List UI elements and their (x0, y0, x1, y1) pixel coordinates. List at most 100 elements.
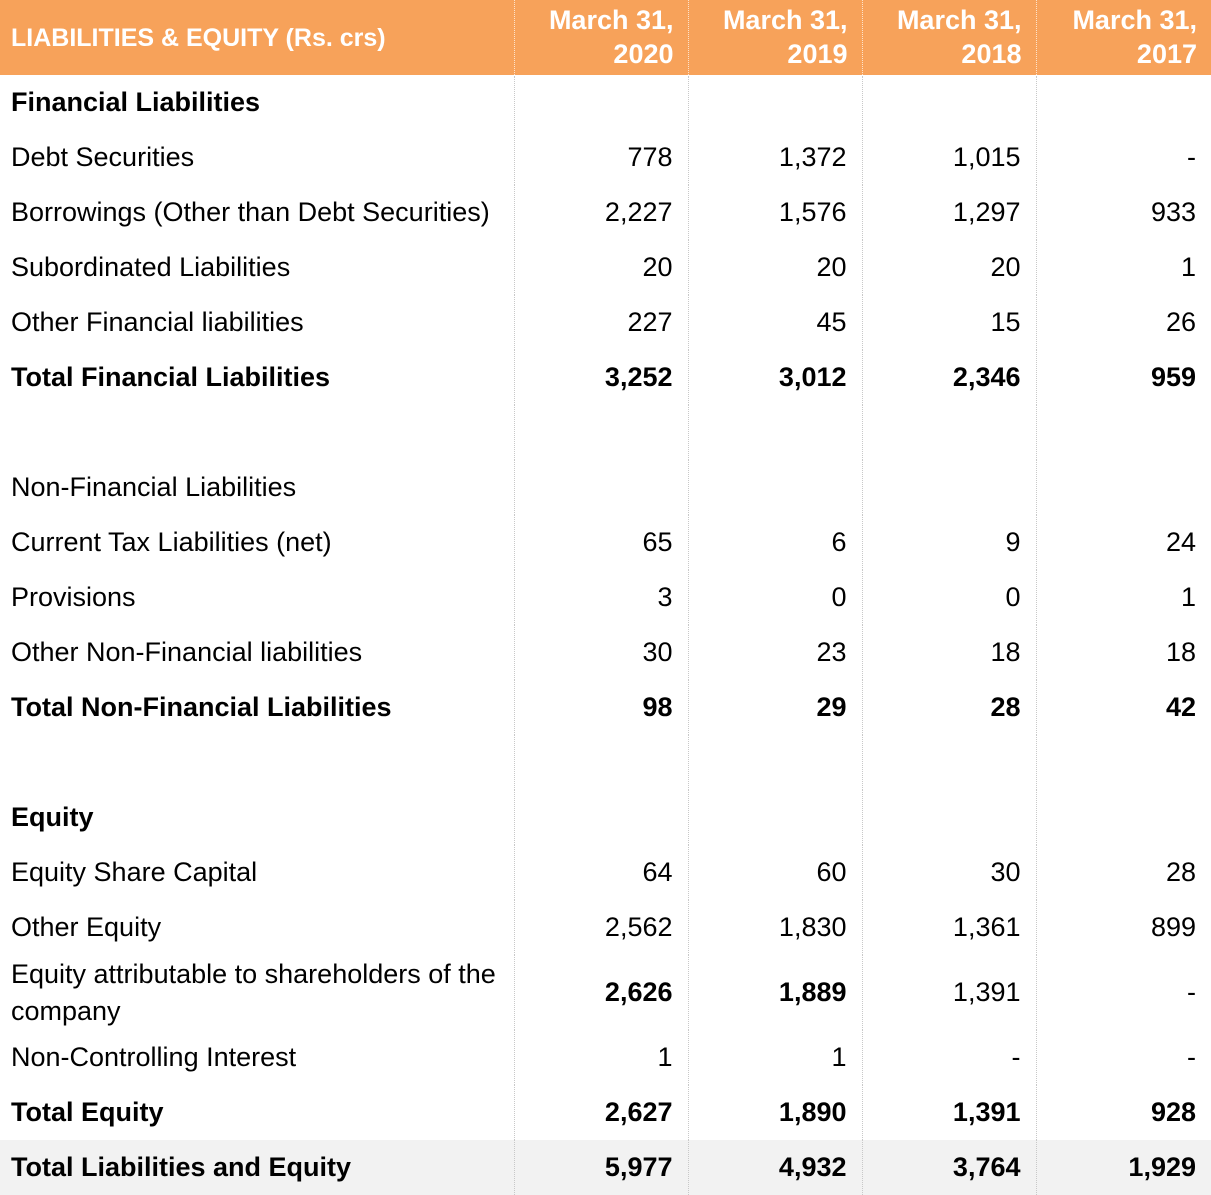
value-2020 (513, 75, 688, 130)
header-year-2017: March 31, 2017 (1035, 0, 1211, 76)
value-2017 (1035, 735, 1211, 790)
value-2019: 1,889 (687, 955, 862, 1030)
value-2019: 23 (687, 625, 862, 680)
total-row-financial-liabilities: Total Financial Liabilities 3,252 3,012 … (0, 350, 1211, 405)
value-2017: 1,929 (1035, 1140, 1211, 1195)
value-2017 (1035, 790, 1211, 845)
row-label: Equity Share Capital (11, 857, 258, 887)
grand-total-row: Total Liabilities and Equity 5,977 4,932… (0, 1140, 1211, 1195)
table-row: Provisions 3 0 0 1 (0, 570, 1211, 625)
value-2019: 29 (687, 680, 862, 735)
value-2018 (861, 405, 1036, 460)
value-2018: 15 (861, 295, 1036, 350)
table-row: Borrowings (Other than Debt Securities) … (0, 185, 1211, 240)
header-label: LIABILITIES & EQUITY (Rs. crs) (0, 0, 514, 76)
value-2017 (1035, 460, 1211, 515)
value-2020: 65 (513, 515, 688, 570)
value-2017: 26 (1035, 295, 1211, 350)
value-2019: 1,576 (687, 185, 862, 240)
row-label (0, 405, 514, 460)
row-label: Provisions (11, 582, 136, 612)
table-row: Subordinated Liabilities 20 20 20 1 (0, 240, 1211, 295)
value-2019: 1 (687, 1030, 862, 1085)
value-2020 (513, 405, 688, 460)
value-2020: 778 (513, 130, 688, 185)
value-2020: 98 (513, 680, 688, 735)
total-row-non-financial-liabilities: Total Non-Financial Liabilities 98 29 28… (0, 680, 1211, 735)
value-2017: 28 (1035, 845, 1211, 900)
value-2019 (687, 460, 862, 515)
value-2019 (687, 75, 862, 130)
row-label: Total Non-Financial Liabilities (11, 692, 392, 722)
value-2018 (861, 735, 1036, 790)
value-2020 (513, 460, 688, 515)
value-2020: 1 (513, 1030, 688, 1085)
table-row: Other Financial liabilities 227 45 15 26 (0, 295, 1211, 350)
row-label: Total Financial Liabilities (11, 362, 331, 392)
value-2020 (513, 790, 688, 845)
value-2018: 30 (861, 845, 1036, 900)
value-2018: 28 (861, 680, 1036, 735)
value-2019 (687, 790, 862, 845)
row-label: Current Tax Liabilities (net) (11, 527, 332, 557)
value-2020: 64 (513, 845, 688, 900)
row-label (0, 735, 514, 790)
value-2018: 18 (861, 625, 1036, 680)
row-label: Debt Securities (11, 142, 195, 172)
value-2019: 6 (687, 515, 862, 570)
value-2019: 1,890 (687, 1085, 862, 1140)
value-2018: 20 (861, 240, 1036, 295)
value-2017: 928 (1035, 1085, 1211, 1140)
value-2018: 9 (861, 515, 1036, 570)
spacer-row (0, 405, 1211, 460)
value-2018: 3,764 (861, 1140, 1036, 1195)
value-2018: 1,361 (861, 900, 1036, 955)
row-label: Subordinated Liabilities (11, 252, 291, 282)
value-2017: 24 (1035, 515, 1211, 570)
value-2017: 1 (1035, 240, 1211, 295)
value-2020: 227 (513, 295, 688, 350)
value-2018 (861, 75, 1036, 130)
row-label: Total Liabilities and Equity (0, 1140, 514, 1195)
value-2019: 45 (687, 295, 862, 350)
value-2018: 1,297 (861, 185, 1036, 240)
value-2020: 3 (513, 570, 688, 625)
row-label: Equity (11, 802, 94, 832)
value-2017: - (1035, 1030, 1211, 1085)
section-heading-financial-liabilities: Financial Liabilities (0, 75, 1211, 130)
row-label: Total Equity (11, 1097, 164, 1127)
section-heading-equity: Equity (0, 790, 1211, 845)
value-2017: - (1035, 955, 1211, 1030)
value-2018: 0 (861, 570, 1036, 625)
header-year-2020: March 31, 2020 (513, 0, 688, 76)
value-2018: - (861, 1030, 1036, 1085)
value-2017 (1035, 75, 1211, 130)
value-2018: 2,346 (861, 350, 1036, 405)
value-2019: 1,830 (687, 900, 862, 955)
header-year-2019: March 31, 2019 (687, 0, 862, 76)
row-label: Non-Controlling Interest (11, 1042, 297, 1072)
table-row: Equity attributable to shareholders of t… (0, 955, 1211, 1030)
total-row-equity: Total Equity 2,627 1,890 1,391 928 (0, 1085, 1211, 1140)
value-2020 (513, 735, 688, 790)
value-2017 (1035, 405, 1211, 460)
row-label: Financial Liabilities (11, 87, 261, 118)
value-2017: 18 (1035, 625, 1211, 680)
value-2019 (687, 735, 862, 790)
value-2019: 20 (687, 240, 862, 295)
table-row: Debt Securities 778 1,372 1,015 - (0, 130, 1211, 185)
value-2017: 42 (1035, 680, 1211, 735)
row-label: Equity attributable to shareholders of t… (11, 958, 496, 1026)
row-label: Borrowings (Other than Debt Securities) (11, 197, 490, 227)
row-label: Other Non-Financial liabilities (11, 637, 363, 667)
value-2020: 30 (513, 625, 688, 680)
value-2019: 3,012 (687, 350, 862, 405)
table-row: Non-Controlling Interest 1 1 - - (0, 1030, 1211, 1085)
value-2018: 1,391 (861, 1085, 1036, 1140)
table-row: Other Non-Financial liabilities 30 23 18… (0, 625, 1211, 680)
table-row: Other Equity 2,562 1,830 1,361 899 (0, 900, 1211, 955)
value-2020: 2,562 (513, 900, 688, 955)
value-2018 (861, 460, 1036, 515)
row-label: Other Equity (11, 912, 162, 942)
